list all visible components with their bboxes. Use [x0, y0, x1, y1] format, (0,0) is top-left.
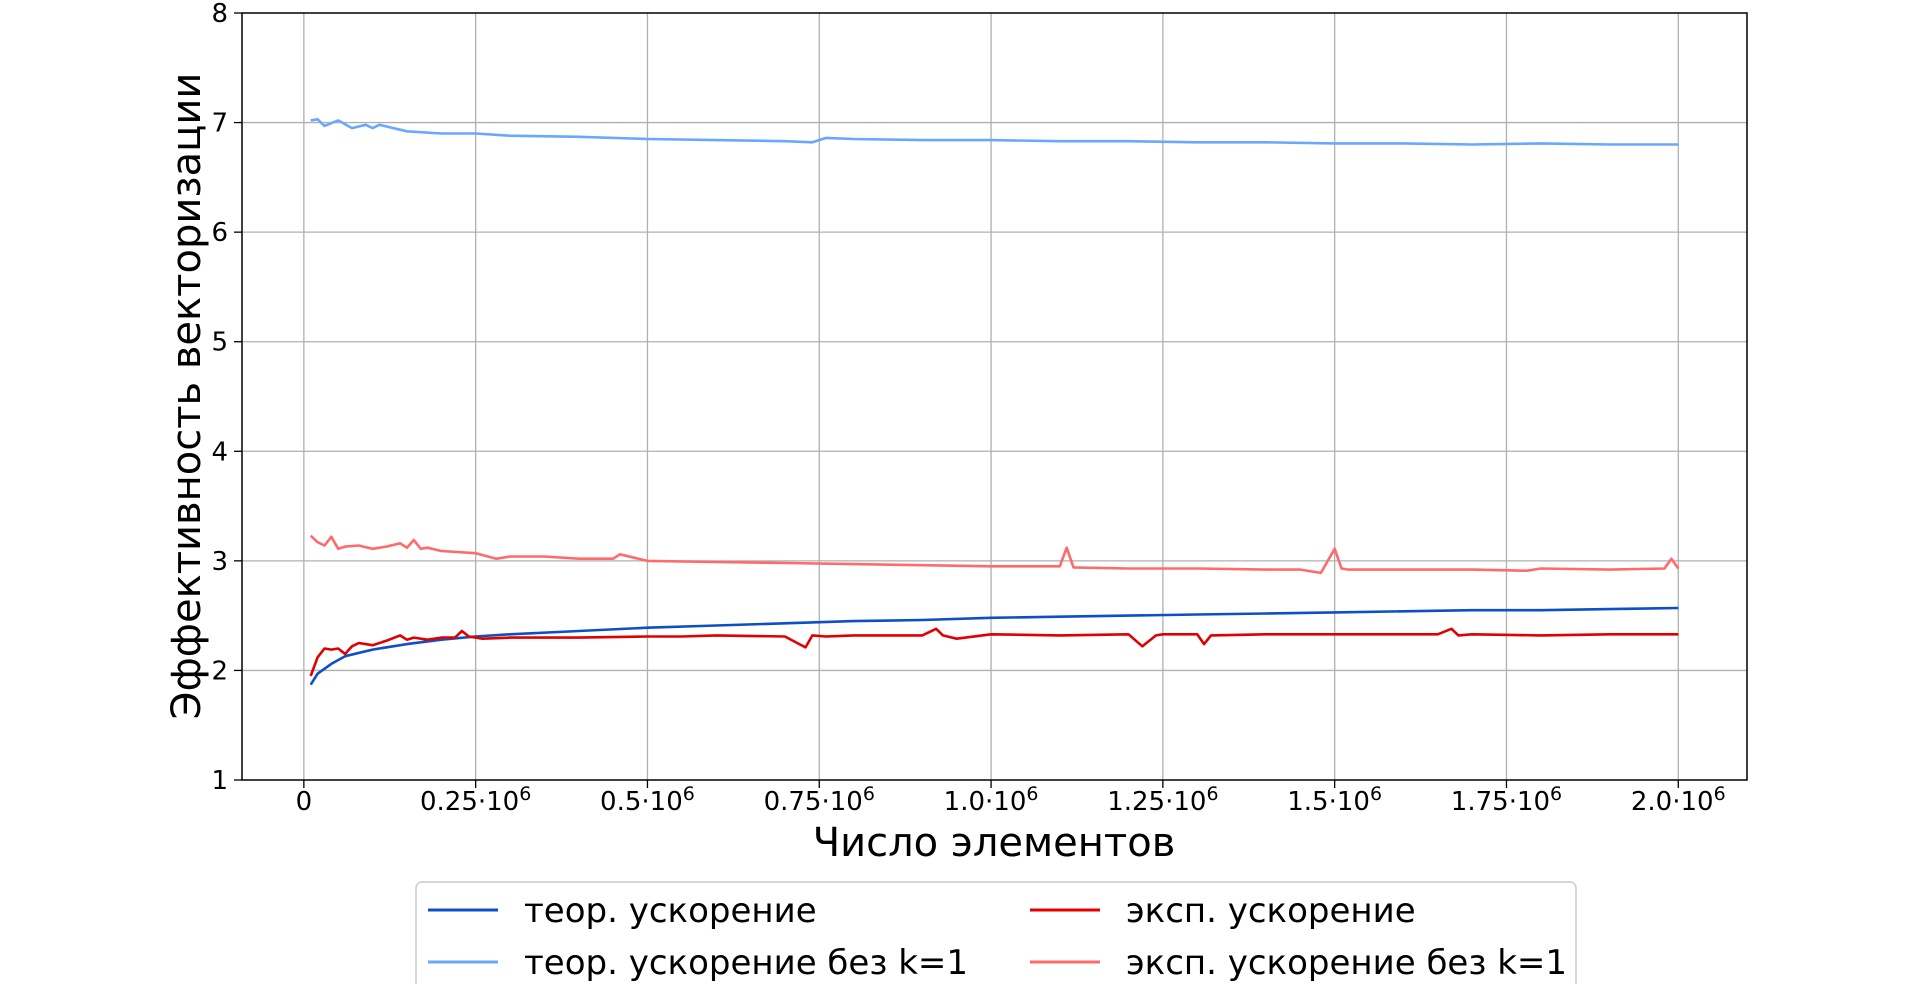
y-tick-label: 5 — [211, 328, 228, 358]
x-tick-label: 1.0·106 — [944, 783, 1039, 817]
legend-box — [415, 881, 1577, 984]
legend-entry: эксп. ускорение без k=1 — [1126, 943, 1567, 983]
plot-frame — [241, 12, 1748, 781]
x-tick-label: 0.5·106 — [600, 783, 695, 817]
y-tick-labels: 1 2 3 4 5 6 7 8 — [211, 0, 228, 796]
legend: теор. ускорение теор. ускорение без k=1 эк… — [415, 881, 1577, 984]
legend-entry: теор. ускорение — [524, 891, 817, 931]
y-tick-label: 1 — [211, 766, 228, 796]
y-tick-label: 6 — [211, 218, 228, 248]
legend-entry: теор. ускорение без k=1 — [524, 943, 968, 983]
x-tick-label: 0 — [296, 787, 313, 817]
x-tick-label: 2.0·106 — [1631, 783, 1726, 817]
x-tick-label: 0.25·106 — [420, 783, 531, 817]
series-line-1 — [309, 606, 1679, 686]
series-line-3 — [309, 627, 1679, 677]
y-tick-label: 3 — [211, 547, 228, 577]
y-tick-label: 4 — [211, 437, 228, 467]
series-lines — [309, 118, 1680, 686]
x-tick-labels: 0 0.25·106 0.5·106 0.75·106 1.0·106 1.25·106 1… — [296, 783, 1726, 817]
tick-marks — [234, 12, 1679, 788]
grid-lines — [242, 13, 1747, 780]
x-tick-label: 1.75·106 — [1451, 783, 1562, 817]
y-tick-label: 2 — [211, 656, 228, 686]
y-tick-label: 8 — [211, 0, 228, 29]
y-axis-label: Эффективность векторизации — [164, 73, 210, 720]
series-line-4 — [309, 534, 1680, 575]
legend-entry: эксп. ускорение — [1126, 891, 1416, 931]
x-tick-label: 1.25·106 — [1107, 783, 1218, 817]
x-tick-label: 1.5·106 — [1287, 783, 1382, 817]
y-tick-label: 7 — [211, 109, 228, 139]
x-tick-label: 0.75·106 — [764, 783, 875, 817]
series-line-2 — [310, 118, 1679, 146]
x-axis-label: Число элементов — [813, 820, 1176, 866]
